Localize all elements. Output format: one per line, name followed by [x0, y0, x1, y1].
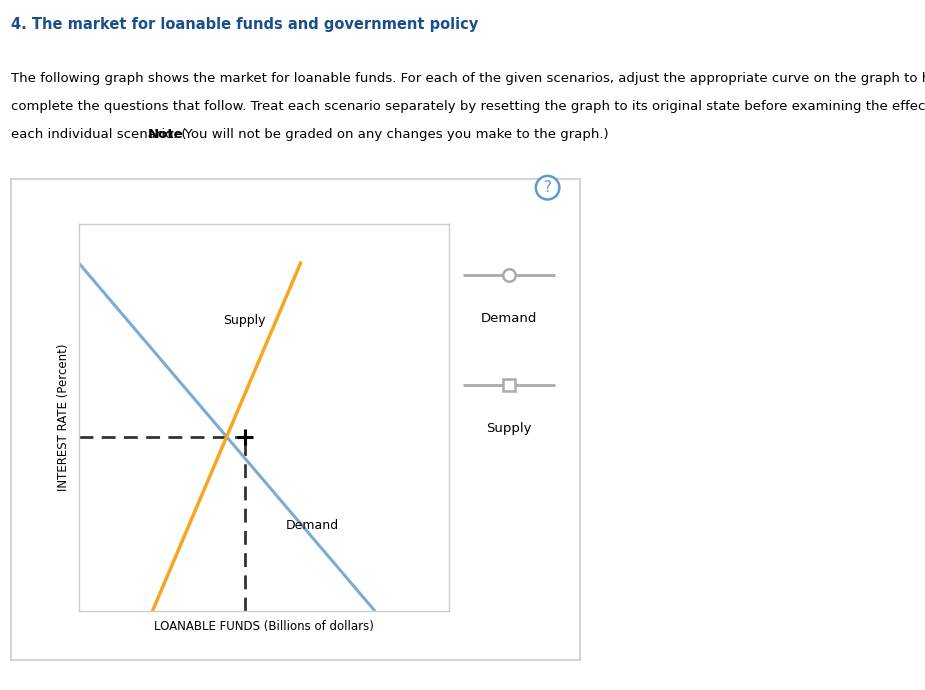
Text: Supply: Supply: [223, 315, 265, 327]
Text: : You will not be graded on any changes you make to the graph.): : You will not be graded on any changes …: [176, 128, 609, 141]
Text: Note: Note: [148, 128, 184, 141]
Text: 4. The market for loanable funds and government policy: 4. The market for loanable funds and gov…: [11, 17, 478, 32]
Text: The following graph shows the market for loanable funds. For each of the given s: The following graph shows the market for…: [11, 72, 925, 86]
Text: Demand: Demand: [481, 312, 536, 325]
X-axis label: LOANABLE FUNDS (Billions of dollars): LOANABLE FUNDS (Billions of dollars): [154, 620, 374, 633]
Text: Demand: Demand: [286, 519, 339, 532]
Text: each individual scenario. (: each individual scenario. (: [11, 128, 187, 141]
Y-axis label: INTEREST RATE (Percent): INTEREST RATE (Percent): [57, 344, 70, 491]
Text: ?: ?: [544, 180, 551, 195]
Text: Supply: Supply: [486, 422, 532, 435]
Text: complete the questions that follow. Treat each scenario separately by resetting : complete the questions that follow. Trea…: [11, 100, 925, 113]
